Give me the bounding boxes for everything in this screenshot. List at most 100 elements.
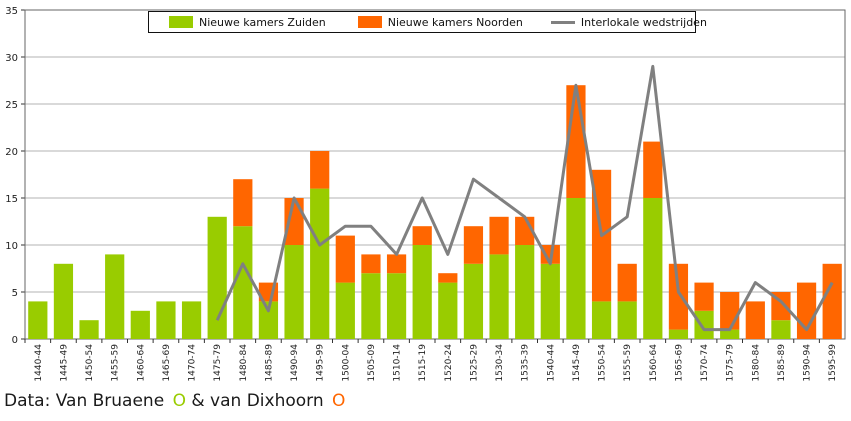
bar-noorden [412,226,432,245]
bar-zuiden [207,216,227,339]
x-tick-label: 1545-49 [572,344,582,382]
x-tick-label: 1490-94 [290,344,300,382]
bar-zuiden [515,245,535,339]
bar-zuiden [258,301,279,339]
x-tick-label: 1510-14 [393,344,403,382]
legend: Nieuwe kamers Zuiden Nieuwe kamers Noord… [148,11,707,33]
bar-zuiden [771,320,791,339]
y-tick-label: 0 [12,335,18,346]
bar-noorden [668,263,689,330]
x-tick-label: 1465-69 [162,344,172,382]
bar-zuiden [361,273,381,339]
line-interlokale [215,64,834,332]
bar-noorden [643,141,663,198]
bar-noorden [489,216,509,255]
legend-entry-zuiden: Nieuwe kamers Zuiden [169,16,326,29]
legend-swatch-interlokale [550,20,575,24]
bar-noorden [745,301,765,339]
bar-noorden [822,263,842,339]
x-tick-label: 1560-64 [649,344,659,382]
bar-noorden [720,292,740,330]
x-tick-label: 1515-19 [418,344,428,382]
source-caption: Data: Van Bruaene O & van Dixhoorn O [4,391,345,411]
x-tick-label: 1450-54 [85,344,95,382]
bar-zuiden [412,245,432,339]
legend-label-interlokale: Interlokale wedstrijden [580,15,707,29]
x-tick-label: 1460-64 [136,344,146,382]
x-tick-label: 1580-84 [751,344,761,382]
bar-zuiden [233,226,253,339]
legend-label-noorden: Nieuwe kamers Noorden [387,15,523,29]
bar-zuiden [181,301,202,339]
legend-swatch-noorden [357,16,382,28]
bar-zuiden [386,273,407,339]
x-tick-label: 1525-29 [469,344,479,382]
x-tick-label: 1520-24 [444,344,454,382]
bar-zuiden [463,263,484,339]
bar-noorden [310,151,330,189]
source-caption-connector: & van Dixhoorn [191,391,324,411]
x-tick-label: 1475-79 [213,344,223,382]
bar-zuiden [310,188,330,339]
x-tick-label: 1555-59 [623,344,633,382]
x-tick-label: 1570-74 [700,344,710,382]
legend-label-zuiden: Nieuwe kamers Zuiden [199,15,326,29]
x-tick-label: 1440-44 [34,344,44,382]
legend-swatch-zuiden [169,16,193,28]
y-tick-label: 10 [5,241,18,252]
bar-zuiden [284,245,304,339]
x-tick-label: 1480-84 [239,344,249,382]
bar-zuiden [668,329,689,339]
bar-zuiden [566,198,586,339]
bar-noorden [463,226,484,264]
x-tick-label: 1530-34 [495,344,505,382]
bar-zuiden [130,310,150,339]
bar-zuiden [156,301,176,339]
legend-entry-noorden: Nieuwe kamers Noorden [357,15,523,29]
bar-noorden [438,273,458,283]
bar-zuiden [489,254,509,339]
legend-entry-interlokale: Interlokale wedstrijden [550,15,707,29]
bar-zuiden [53,263,74,339]
x-tick-label: 1540-44 [546,344,556,382]
x-tick-label: 1565-69 [674,344,684,382]
bar-zuiden [591,301,612,339]
x-tick-label: 1550-54 [598,344,608,382]
y-tick-label: 20 [5,147,18,158]
x-tick-label: 1575-79 [726,344,736,382]
bar-noorden [233,179,253,227]
x-tick-label: 1445-49 [59,344,69,382]
x-tick-label: 1455-59 [111,344,121,382]
bar-noorden [694,282,714,311]
source-symbol-zuiden: O [172,391,186,411]
y-tick-label: 25 [5,100,18,111]
y-tick-label: 15 [5,194,18,205]
x-tick-label: 1505-09 [367,344,377,382]
bar-zuiden [438,282,458,339]
bar-zuiden [335,282,355,339]
bar-noorden [335,235,355,283]
source-caption-text: Data: Van Bruaene [4,391,165,411]
x-tick-label: 1500-04 [341,344,351,382]
bar-noorden [386,254,407,274]
x-tick-label: 1590-94 [803,344,813,382]
bar-zuiden [694,310,714,339]
bar-zuiden [720,329,740,339]
y-tick-label: 30 [5,53,18,64]
x-tick-label: 1535-39 [521,344,531,382]
source-symbol-noorden: O [332,391,346,411]
x-tick-label: 1495-99 [316,344,326,382]
y-tick-label: 5 [12,288,18,299]
bar-zuiden [28,301,48,339]
x-tick-label: 1595-99 [828,344,838,382]
bar-zuiden [79,320,99,339]
y-tick-label: 35 [5,6,18,17]
plot-area-border [24,9,846,340]
bar-zuiden [105,254,125,339]
x-tick-label: 1485-89 [264,344,274,382]
bar-zuiden [643,198,663,339]
bar-noorden [361,254,381,274]
x-tick-label: 1470-74 [188,344,198,382]
